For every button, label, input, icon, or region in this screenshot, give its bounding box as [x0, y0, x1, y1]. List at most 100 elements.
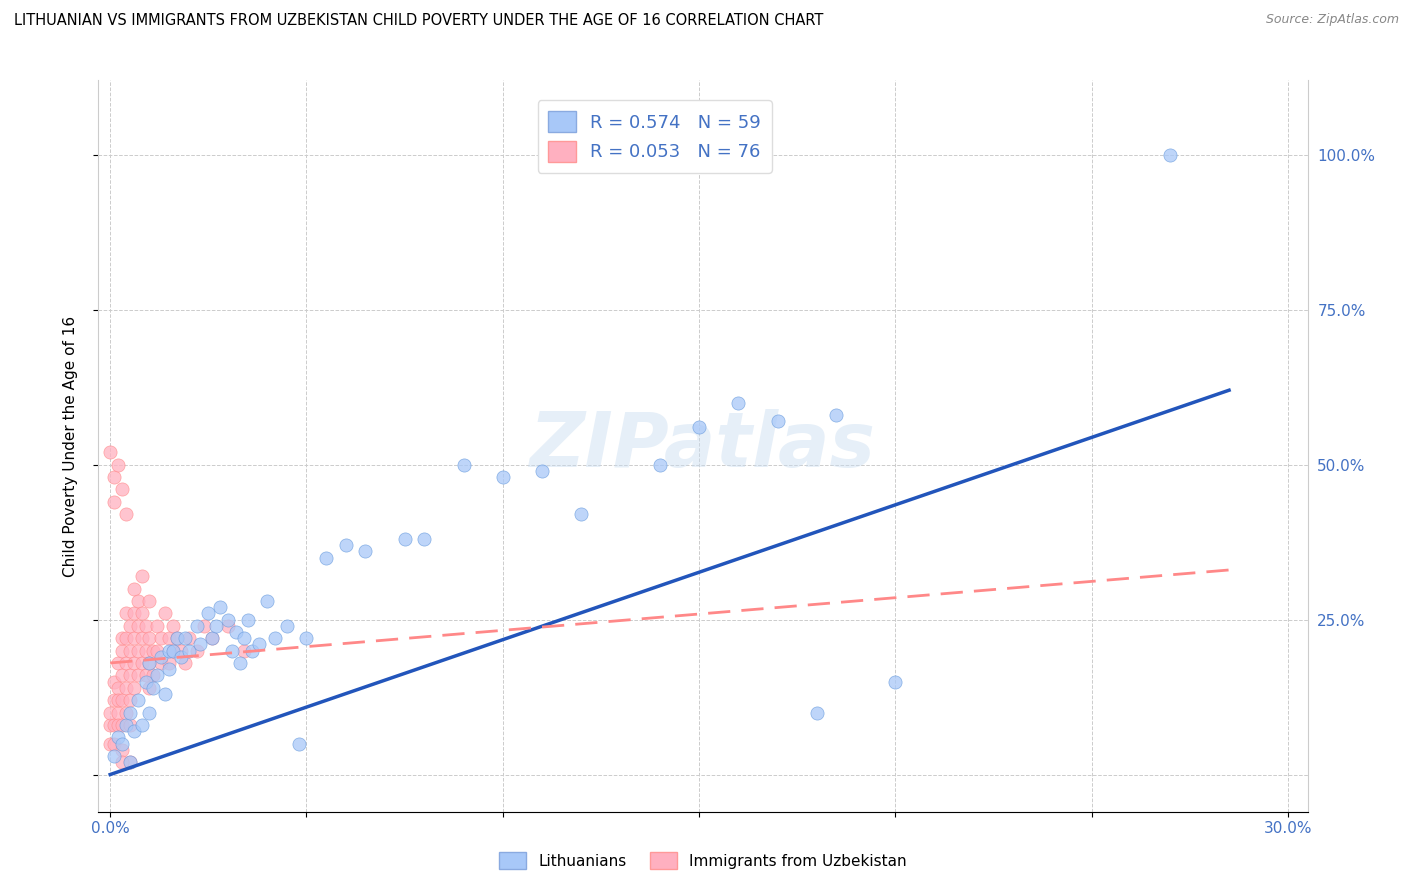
Text: LITHUANIAN VS IMMIGRANTS FROM UZBEKISTAN CHILD POVERTY UNDER THE AGE OF 16 CORRE: LITHUANIAN VS IMMIGRANTS FROM UZBEKISTAN… — [14, 13, 824, 29]
Point — [107, 731, 129, 745]
Point — [217, 613, 239, 627]
Point — [118, 693, 141, 707]
Point — [766, 414, 789, 428]
Point — [107, 458, 129, 472]
Legend: R = 0.574   N = 59, R = 0.053   N = 76: R = 0.574 N = 59, R = 0.053 N = 76 — [537, 100, 772, 173]
Point — [103, 693, 125, 707]
Point — [111, 755, 134, 769]
Point — [162, 643, 184, 657]
Point — [122, 631, 145, 645]
Text: ZIPatlas: ZIPatlas — [530, 409, 876, 483]
Point — [111, 743, 134, 757]
Point — [131, 607, 153, 621]
Point — [217, 619, 239, 633]
Point — [247, 637, 270, 651]
Point — [138, 631, 160, 645]
Point — [111, 693, 134, 707]
Point — [193, 619, 215, 633]
Point — [115, 706, 138, 720]
Point — [177, 643, 200, 657]
Point — [146, 643, 169, 657]
Point — [157, 631, 180, 645]
Point — [122, 724, 145, 739]
Point — [264, 631, 287, 645]
Point — [236, 613, 259, 627]
Point — [162, 643, 184, 657]
Point — [146, 619, 169, 633]
Point — [118, 706, 141, 720]
Point — [103, 495, 125, 509]
Point — [256, 594, 278, 608]
Point — [884, 674, 907, 689]
Point — [170, 649, 193, 664]
Point — [727, 395, 749, 409]
Point — [531, 464, 554, 478]
Point — [127, 693, 149, 707]
Point — [118, 619, 141, 633]
Point — [107, 681, 129, 695]
Point — [354, 544, 377, 558]
Point — [131, 656, 153, 670]
Point — [190, 637, 212, 651]
Point — [166, 631, 188, 645]
Point — [111, 643, 134, 657]
Point — [142, 681, 165, 695]
Point — [394, 532, 416, 546]
Point — [205, 619, 228, 633]
Point — [131, 631, 153, 645]
Point — [135, 643, 157, 657]
Point — [287, 737, 309, 751]
Point — [186, 619, 208, 633]
Point — [135, 668, 157, 682]
Point — [135, 619, 157, 633]
Point — [115, 607, 138, 621]
Point — [107, 706, 129, 720]
Point — [107, 693, 129, 707]
Point — [335, 538, 357, 552]
Point — [131, 569, 153, 583]
Point — [138, 681, 160, 695]
Point — [111, 668, 134, 682]
Point — [107, 718, 129, 732]
Point — [127, 594, 149, 608]
Point — [150, 631, 173, 645]
Point — [107, 656, 129, 670]
Point — [118, 668, 141, 682]
Point — [138, 706, 160, 720]
Point — [138, 594, 160, 608]
Point — [103, 737, 125, 751]
Point — [103, 718, 125, 732]
Point — [118, 755, 141, 769]
Point — [115, 656, 138, 670]
Point — [115, 631, 138, 645]
Text: Source: ZipAtlas.com: Source: ZipAtlas.com — [1265, 13, 1399, 27]
Point — [162, 619, 184, 633]
Point — [492, 470, 515, 484]
Y-axis label: Child Poverty Under the Age of 16: Child Poverty Under the Age of 16 — [63, 316, 77, 576]
Point — [201, 631, 224, 645]
Point — [806, 706, 828, 720]
Point — [122, 582, 145, 596]
Point — [118, 718, 141, 732]
Point — [103, 470, 125, 484]
Point — [197, 607, 219, 621]
Point — [111, 718, 134, 732]
Point — [115, 507, 138, 521]
Point — [825, 408, 848, 422]
Point — [153, 607, 176, 621]
Point — [115, 681, 138, 695]
Point — [186, 643, 208, 657]
Point — [98, 445, 121, 459]
Point — [232, 631, 254, 645]
Point — [138, 656, 160, 670]
Point — [201, 631, 224, 645]
Point — [173, 631, 195, 645]
Point — [115, 718, 138, 732]
Point — [111, 483, 134, 497]
Point — [240, 643, 263, 657]
Point — [209, 600, 232, 615]
Point — [453, 458, 475, 472]
Point — [225, 624, 247, 639]
Point — [153, 687, 176, 701]
Point — [648, 458, 671, 472]
